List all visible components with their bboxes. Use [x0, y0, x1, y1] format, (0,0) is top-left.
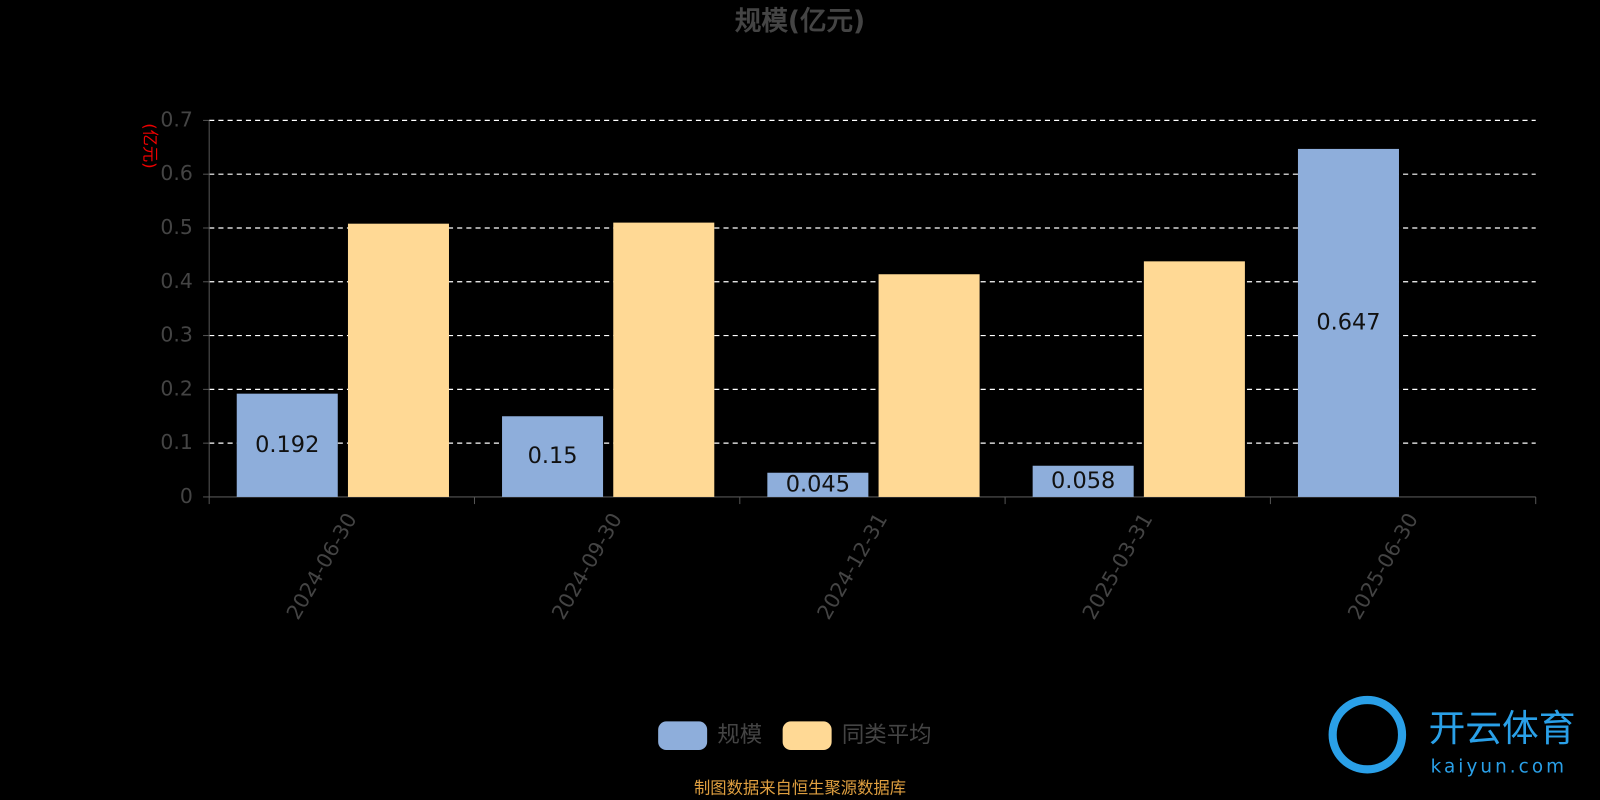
- watermark-url: kaiyun.com: [1431, 756, 1567, 777]
- bar: [347, 223, 449, 497]
- bar: [878, 274, 980, 497]
- watermark-name: 开云体育: [1429, 707, 1576, 750]
- source-note: 制图数据来自恒生聚源数据库: [694, 778, 906, 797]
- chart-title: 规模(亿元): [735, 6, 865, 37]
- watermark: 开云体育 kaiyun.com: [1328, 695, 1576, 777]
- y-tick-label: 0.5: [160, 215, 192, 239]
- bar: [236, 393, 338, 497]
- bar: [613, 222, 715, 497]
- y-tick-label: 0: [180, 484, 193, 508]
- value-label: 0.058: [1051, 468, 1115, 494]
- y-tick-label: 0.1: [160, 430, 192, 454]
- y-axis-label: (亿元): [140, 123, 159, 168]
- y-tick-label: 0.6: [160, 161, 192, 185]
- watermark-logo: [1328, 695, 1407, 774]
- bar: [1032, 465, 1134, 497]
- value-label: 0.647: [1316, 309, 1380, 335]
- bar: [502, 416, 604, 497]
- bar: [767, 472, 869, 497]
- legend-label: 规模: [717, 722, 762, 748]
- legend-swatch: [782, 721, 832, 750]
- value-label: 0.045: [786, 471, 850, 497]
- y-tick-label: 0.2: [160, 376, 192, 400]
- bar: [1297, 148, 1399, 497]
- legend-swatch: [658, 721, 708, 750]
- y-tick-label: 0.4: [160, 269, 192, 293]
- legend-label: 同类平均: [842, 722, 932, 748]
- y-tick-label: 0.3: [160, 323, 192, 347]
- value-label: 0.192: [255, 432, 319, 458]
- y-tick-label: 0.7: [160, 107, 192, 131]
- value-label: 0.15: [528, 443, 578, 469]
- bar: [1143, 261, 1245, 497]
